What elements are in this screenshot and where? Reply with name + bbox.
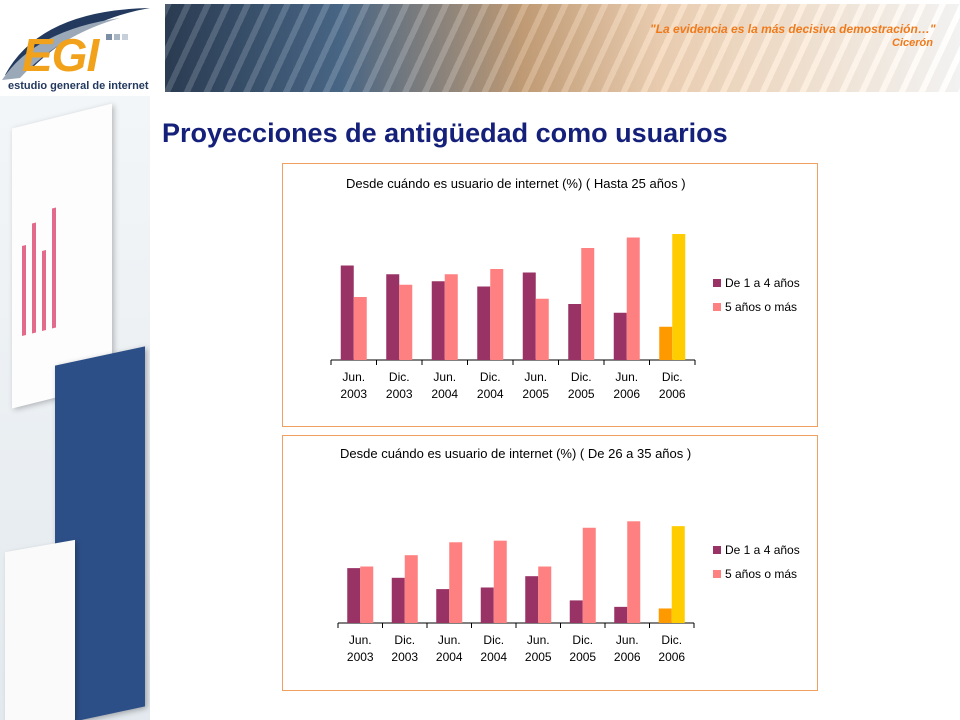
x-tick-label: 2005 — [522, 387, 549, 401]
legend-swatch — [713, 546, 721, 554]
chart-panel-under-25: Desde cuándo es usuario de internet (%) … — [282, 163, 818, 427]
x-tick-label: 2006 — [658, 650, 685, 664]
x-tick-label: Dic. — [662, 370, 683, 384]
x-tick-label: 2006 — [613, 387, 640, 401]
bar-de-1-a-4-3 — [477, 286, 491, 360]
bar-de-1-a-4-3 — [480, 587, 494, 623]
x-tick-label: 2005 — [568, 387, 595, 401]
logo-subtitle: estudio general de internet — [8, 80, 149, 92]
header-quote: "La evidencia es la más decisiva demostr… — [650, 22, 936, 36]
bar-5-o-mas-5 — [582, 527, 596, 623]
x-tick-label: 2004 — [480, 650, 507, 664]
x-tick-label: 2003 — [391, 650, 418, 664]
bar-5-o-mas-1 — [399, 284, 413, 360]
bar-5-o-mas-7 — [672, 234, 686, 360]
bar-de-1-a-4-0 — [340, 265, 354, 360]
legend-label: De 1 a 4 años — [725, 543, 800, 557]
x-tick-label: 2003 — [386, 387, 413, 401]
bar-5-o-mas-6 — [627, 521, 641, 623]
x-tick-label: 2005 — [569, 650, 596, 664]
logo-swoosh-icon — [2, 8, 150, 80]
x-tick-label: Dic. — [389, 370, 410, 384]
x-tick-label: Dic. — [394, 633, 415, 647]
x-tick-label: Dic. — [571, 370, 592, 384]
decorative-sidebar — [0, 96, 150, 720]
x-tick-label: 2006 — [614, 650, 641, 664]
bar-5-o-mas-1 — [404, 555, 418, 623]
bar-chart-under-25: Desde cuándo es usuario de internet (%) … — [330, 176, 800, 401]
legend-label: De 1 a 4 años — [725, 276, 800, 290]
bar-5-o-mas-2 — [449, 542, 463, 623]
x-tick-label: Jun. — [524, 370, 547, 384]
chart-title: Desde cuándo es usuario de internet (%) … — [346, 176, 686, 191]
bar-de-1-a-4-2 — [436, 589, 450, 623]
legend-label: 5 años o más — [725, 567, 797, 581]
x-tick-label: 2003 — [340, 387, 367, 401]
bar-de-1-a-4-1 — [391, 577, 405, 623]
bar-5-o-mas-6 — [626, 237, 640, 360]
bar-de-1-a-4-2 — [431, 281, 445, 360]
bar-de-1-a-4-5 — [568, 304, 582, 360]
bar-5-o-mas-0 — [353, 297, 367, 360]
bar-5-o-mas-3 — [493, 540, 507, 623]
bar-5-o-mas-0 — [360, 566, 374, 623]
x-tick-label: Jun. — [349, 633, 372, 647]
bar-de-1-a-4-4 — [525, 576, 539, 623]
bar-de-1-a-4-0 — [347, 568, 361, 623]
x-tick-label: 2006 — [659, 387, 686, 401]
x-tick-label: Jun. — [433, 370, 456, 384]
chart-panel-26-35: Desde cuándo es usuario de internet (%) … — [282, 435, 818, 691]
header-quote-author: Cicerón — [892, 37, 933, 49]
header-image-band — [165, 4, 960, 92]
x-tick-label: Dic. — [572, 633, 593, 647]
x-tick-label: Dic. — [661, 633, 682, 647]
legend-swatch — [713, 303, 721, 311]
legend-label: 5 años o más — [725, 300, 797, 314]
sidebar-report-image — [5, 539, 75, 720]
x-tick-label: 2004 — [477, 387, 504, 401]
x-tick-label: 2004 — [436, 650, 463, 664]
chart-title: Desde cuándo es usuario de internet (%) … — [340, 446, 691, 461]
bar-de-1-a-4-7 — [658, 608, 672, 623]
bar-5-o-mas-7 — [671, 526, 685, 623]
page-title: Proyecciones de antigüedad como usuarios — [162, 118, 728, 148]
x-tick-label: Jun. — [438, 633, 461, 647]
bar-de-1-a-4-1 — [386, 274, 400, 360]
bar-5-o-mas-4 — [538, 566, 552, 623]
bar-5-o-mas-5 — [581, 248, 595, 360]
x-tick-label: 2003 — [347, 650, 374, 664]
bar-5-o-mas-4 — [535, 298, 549, 360]
x-tick-label: Jun. — [616, 633, 639, 647]
logo-text: EGI — [22, 29, 99, 81]
x-tick-label: Dic. — [483, 633, 504, 647]
x-tick-label: Jun. — [527, 633, 550, 647]
bar-5-o-mas-2 — [444, 274, 458, 360]
bar-de-1-a-4-5 — [569, 600, 583, 623]
legend-swatch — [713, 570, 721, 578]
bar-de-1-a-4-4 — [522, 272, 536, 360]
x-tick-label: Jun. — [342, 370, 365, 384]
x-tick-label: Dic. — [480, 370, 501, 384]
legend-swatch — [713, 279, 721, 287]
bar-chart-26-35: Desde cuándo es usuario de internet (%) … — [337, 446, 800, 664]
bar-de-1-a-4-6 — [613, 312, 627, 360]
bar-de-1-a-4-6 — [614, 606, 628, 623]
bar-de-1-a-4-7 — [659, 326, 673, 360]
bar-5-o-mas-3 — [490, 269, 504, 360]
header-banner: EGI estudio general de internet "La evid… — [0, 0, 960, 96]
x-tick-label: Jun. — [615, 370, 638, 384]
x-tick-label: 2004 — [431, 387, 458, 401]
x-tick-label: 2005 — [525, 650, 552, 664]
